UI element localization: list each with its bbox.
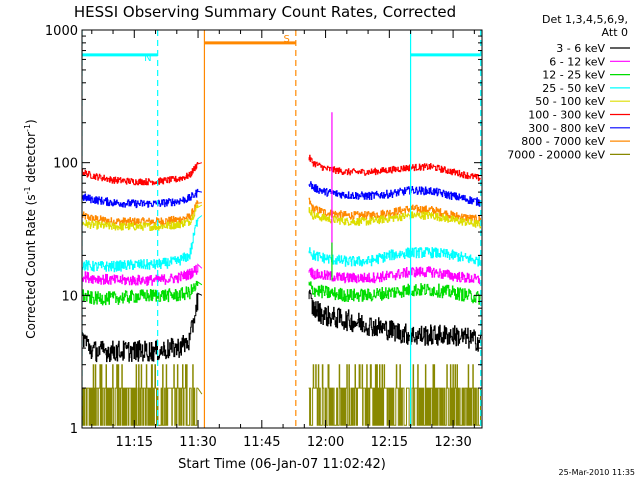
y-axis-label: Corrected Count Rate (s-1 detector-1) bbox=[23, 119, 38, 338]
series-path bbox=[308, 266, 481, 285]
legend-entry-label: 50 - 100 keV bbox=[535, 95, 605, 108]
series-7000-20000keV-kev-line bbox=[82, 364, 481, 426]
series-path bbox=[308, 181, 481, 207]
series-path bbox=[82, 200, 202, 226]
series-path bbox=[82, 280, 203, 306]
legend-entry-label: 300 - 800 keV bbox=[528, 122, 605, 135]
series-path bbox=[308, 207, 481, 229]
series-path bbox=[308, 364, 481, 426]
flag-label-s: S bbox=[283, 34, 289, 45]
legend-entry-label: 100 - 300 keV bbox=[528, 109, 605, 122]
series-12-25keV-kev-line bbox=[82, 280, 481, 306]
x-axis-ticks: 11:15 11:30 11:45 12:00 12:15 12:30 bbox=[91, 30, 475, 450]
series-path bbox=[82, 364, 203, 426]
series-path bbox=[82, 204, 203, 231]
series-800-7000keV-kev-line bbox=[82, 197, 481, 226]
legend-entry: 3 - 6 keV bbox=[556, 42, 630, 55]
series-50-100keV-kev-line bbox=[82, 204, 481, 231]
series-path bbox=[82, 263, 203, 286]
x-tick-label: 11:45 bbox=[243, 435, 280, 450]
legend-header-detectors: Det 1,3,4,5,6,9, bbox=[542, 13, 628, 26]
x-tick-label: 11:30 bbox=[179, 435, 216, 450]
chart-title: HESSI Observing Summary Count Rates, Cor… bbox=[74, 3, 456, 21]
series-path bbox=[82, 292, 203, 363]
y-tick-label: 1 bbox=[70, 422, 78, 437]
y-tick-label: 1000 bbox=[45, 24, 78, 39]
series-6-12keV-kev-line bbox=[82, 263, 481, 286]
legend-entry: 100 - 300 keV bbox=[528, 109, 630, 122]
series-3-6keV-kev-line bbox=[82, 289, 481, 363]
timestamp: 25-Mar-2010 11:35 bbox=[559, 468, 636, 477]
series-path bbox=[308, 154, 481, 182]
series-path bbox=[82, 188, 202, 209]
series-path bbox=[82, 162, 203, 186]
series-path bbox=[308, 247, 481, 267]
series-path bbox=[308, 197, 481, 224]
x-tick-label: 12:30 bbox=[434, 435, 471, 450]
legend-entry: 800 - 7000 keV bbox=[521, 135, 630, 148]
series-path bbox=[308, 289, 481, 352]
y-tick-label: 10 bbox=[61, 289, 78, 304]
legend-entry-label: 25 - 50 keV bbox=[542, 82, 605, 95]
legend-header-attenuator: Att 0 bbox=[602, 26, 628, 39]
x-tick-label: 11:15 bbox=[116, 435, 153, 450]
plot-area: NS bbox=[82, 30, 482, 428]
legend-entry: 25 - 50 keV bbox=[542, 82, 630, 95]
legend-entry: 6 - 12 keV bbox=[549, 55, 630, 68]
plot-frame bbox=[81, 29, 483, 429]
x-axis-label: Start Time (06-Jan-07 11:02:42) bbox=[178, 457, 386, 472]
series-300-800keV-kev-line bbox=[82, 181, 481, 209]
series-100-300keV-kev-line bbox=[82, 154, 481, 186]
legend-entry-label: 12 - 25 keV bbox=[542, 69, 605, 82]
y-tick-label: 100 bbox=[53, 157, 78, 172]
legend-entry: 300 - 800 keV bbox=[528, 122, 630, 135]
legend-entry: 12 - 25 keV bbox=[542, 69, 630, 82]
flag-label-n: N bbox=[144, 53, 151, 64]
x-tick-label: 12:15 bbox=[371, 435, 408, 450]
legend-entry-label: 6 - 12 keV bbox=[549, 55, 605, 68]
legend-entry: 50 - 100 keV bbox=[535, 95, 630, 108]
legend-entry-label: 7000 - 20000 keV bbox=[507, 148, 605, 161]
series-path bbox=[82, 215, 203, 273]
legend-entry-label: 3 - 6 keV bbox=[556, 42, 605, 55]
series-25-50keV-kev-line bbox=[82, 215, 481, 273]
series-path bbox=[308, 281, 481, 305]
legend-entry-label: 800 - 7000 keV bbox=[521, 135, 605, 148]
legend-entry: 7000 - 20000 keV bbox=[507, 148, 630, 161]
x-tick-label: 12:00 bbox=[307, 435, 344, 450]
y-axis-ticks: 1 10 100 1000 bbox=[45, 24, 482, 437]
